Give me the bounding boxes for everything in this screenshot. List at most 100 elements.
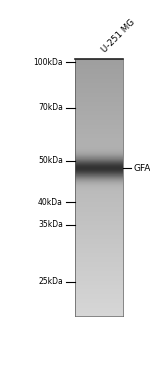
Bar — [75, 256, 123, 257]
Bar — [75, 163, 123, 164]
Bar — [75, 269, 123, 270]
Bar — [75, 307, 123, 308]
Bar — [75, 283, 123, 284]
Bar — [75, 62, 123, 63]
Bar — [75, 312, 123, 313]
Bar — [75, 160, 123, 161]
Bar — [75, 126, 123, 127]
Bar — [75, 102, 123, 103]
Bar — [75, 121, 123, 122]
Bar — [75, 76, 123, 77]
Bar — [75, 285, 123, 286]
Bar — [75, 114, 123, 115]
Bar — [75, 244, 123, 245]
Bar — [75, 260, 123, 261]
Bar — [75, 304, 123, 305]
Text: 35kDa: 35kDa — [38, 220, 63, 229]
Bar — [75, 207, 123, 208]
Bar — [75, 238, 123, 239]
Bar — [75, 136, 123, 137]
Bar — [75, 303, 123, 304]
Bar — [75, 280, 123, 281]
Bar — [75, 253, 123, 254]
Bar — [75, 142, 123, 143]
Bar — [75, 115, 123, 116]
Bar — [75, 108, 123, 109]
Bar — [75, 234, 123, 235]
Bar — [75, 286, 123, 287]
Bar — [75, 154, 123, 155]
Bar — [75, 64, 123, 65]
Bar — [75, 222, 123, 223]
Bar — [75, 251, 123, 252]
Bar — [75, 98, 123, 99]
Bar — [75, 174, 123, 175]
Bar — [75, 158, 123, 159]
Bar — [75, 296, 123, 297]
Bar — [75, 284, 123, 285]
Bar — [75, 257, 123, 258]
Bar — [75, 167, 123, 168]
Bar — [75, 177, 123, 178]
Bar — [75, 88, 123, 89]
Bar — [75, 118, 123, 119]
Text: GFAP: GFAP — [134, 164, 150, 173]
Bar — [75, 264, 123, 265]
Bar — [75, 254, 123, 255]
Bar — [75, 104, 123, 105]
Bar — [75, 63, 123, 64]
Bar — [75, 99, 123, 100]
Bar — [75, 295, 123, 296]
Bar — [75, 229, 123, 230]
Bar — [75, 273, 123, 274]
Bar — [75, 297, 123, 298]
Bar — [75, 96, 123, 97]
Bar — [75, 116, 123, 117]
Bar — [75, 87, 123, 88]
Bar — [75, 218, 123, 219]
Bar — [75, 183, 123, 184]
Bar — [75, 315, 123, 316]
Bar — [75, 247, 123, 248]
Bar — [75, 156, 123, 157]
Bar — [75, 248, 123, 249]
Bar — [75, 213, 123, 214]
Bar — [75, 310, 123, 311]
Bar — [75, 217, 123, 218]
Bar — [75, 249, 123, 250]
Bar — [75, 67, 123, 68]
Bar — [75, 143, 123, 144]
Bar — [75, 230, 123, 231]
Bar — [75, 168, 123, 169]
Bar — [75, 179, 123, 180]
Bar — [75, 261, 123, 262]
Bar — [75, 92, 123, 93]
Bar — [75, 227, 123, 228]
Bar — [75, 157, 123, 158]
Bar — [75, 190, 123, 191]
Bar — [75, 299, 123, 300]
Bar — [75, 79, 123, 80]
Bar — [75, 125, 123, 126]
Bar — [75, 221, 123, 222]
Bar — [75, 66, 123, 67]
Bar — [75, 127, 123, 128]
Bar — [75, 215, 123, 216]
Bar — [75, 172, 123, 173]
Bar — [75, 191, 123, 192]
Bar — [75, 287, 123, 288]
Bar — [75, 279, 123, 280]
Bar — [75, 119, 123, 120]
Bar — [75, 107, 123, 108]
Bar — [75, 105, 123, 106]
Bar — [75, 282, 123, 283]
Bar — [75, 141, 123, 142]
Bar — [75, 181, 123, 182]
Bar — [75, 186, 123, 187]
Bar — [75, 206, 123, 207]
Bar — [75, 187, 123, 188]
Bar — [75, 134, 123, 135]
Bar — [75, 209, 123, 210]
Bar — [75, 232, 123, 233]
Bar — [75, 138, 123, 139]
